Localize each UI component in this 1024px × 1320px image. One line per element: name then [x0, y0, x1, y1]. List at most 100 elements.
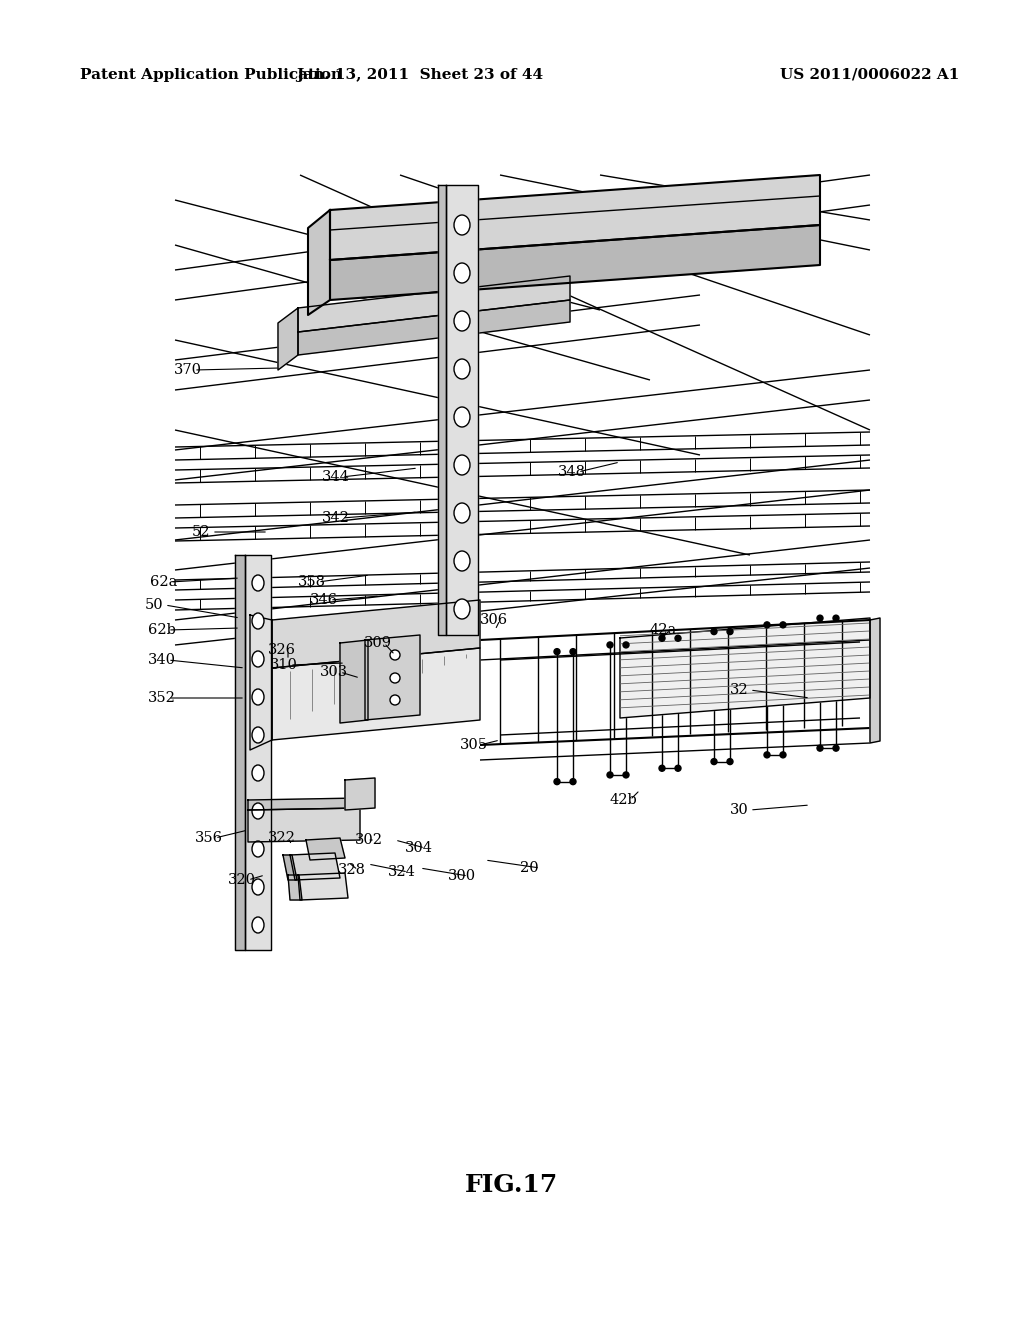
Polygon shape: [438, 185, 446, 635]
Text: 304: 304: [406, 841, 433, 855]
Circle shape: [607, 772, 613, 777]
Text: 20: 20: [520, 861, 539, 875]
Ellipse shape: [252, 576, 264, 591]
Ellipse shape: [454, 503, 470, 523]
Polygon shape: [298, 300, 570, 355]
Text: 62a: 62a: [150, 576, 177, 589]
Polygon shape: [283, 855, 297, 880]
Polygon shape: [365, 635, 420, 719]
Polygon shape: [308, 210, 330, 315]
Ellipse shape: [252, 766, 264, 781]
Text: Jan. 13, 2011  Sheet 23 of 44: Jan. 13, 2011 Sheet 23 of 44: [296, 69, 544, 82]
Polygon shape: [272, 601, 480, 668]
Text: 326: 326: [268, 643, 296, 657]
Text: 50: 50: [145, 598, 164, 612]
Polygon shape: [298, 873, 348, 900]
Text: 42b: 42b: [610, 793, 638, 807]
Text: 306: 306: [480, 612, 508, 627]
Text: 328: 328: [338, 863, 366, 876]
Polygon shape: [272, 648, 480, 741]
Circle shape: [711, 759, 717, 764]
Circle shape: [780, 622, 786, 628]
Text: Patent Application Publication: Patent Application Publication: [80, 69, 342, 82]
Circle shape: [390, 673, 400, 682]
Text: 305: 305: [460, 738, 488, 752]
Ellipse shape: [252, 612, 264, 630]
Circle shape: [623, 772, 629, 777]
Ellipse shape: [454, 359, 470, 379]
Ellipse shape: [454, 599, 470, 619]
Circle shape: [764, 752, 770, 758]
Ellipse shape: [454, 407, 470, 426]
Circle shape: [659, 635, 665, 642]
Text: 302: 302: [355, 833, 383, 847]
Text: 300: 300: [449, 869, 476, 883]
Text: 42a: 42a: [650, 623, 677, 638]
Polygon shape: [870, 618, 880, 743]
Polygon shape: [620, 618, 870, 718]
Text: 322: 322: [268, 832, 296, 845]
Circle shape: [570, 779, 575, 784]
Polygon shape: [278, 308, 298, 370]
Ellipse shape: [454, 263, 470, 282]
Circle shape: [764, 622, 770, 628]
Text: 324: 324: [388, 865, 416, 879]
Circle shape: [833, 746, 839, 751]
Text: 303: 303: [319, 665, 348, 678]
Text: 352: 352: [148, 690, 176, 705]
Circle shape: [607, 642, 613, 648]
Circle shape: [570, 648, 575, 655]
Polygon shape: [340, 640, 368, 723]
Polygon shape: [245, 554, 271, 950]
Ellipse shape: [252, 651, 264, 667]
Text: 346: 346: [310, 593, 338, 607]
Text: 310: 310: [270, 657, 298, 672]
Circle shape: [817, 746, 823, 751]
Ellipse shape: [454, 312, 470, 331]
Text: 320: 320: [228, 873, 256, 887]
Circle shape: [659, 766, 665, 771]
Circle shape: [675, 635, 681, 642]
Text: 309: 309: [364, 636, 392, 649]
Text: 340: 340: [148, 653, 176, 667]
Ellipse shape: [252, 803, 264, 818]
Ellipse shape: [454, 215, 470, 235]
Text: 32: 32: [730, 682, 749, 697]
Polygon shape: [330, 176, 820, 260]
Circle shape: [817, 615, 823, 622]
Circle shape: [780, 752, 786, 758]
Circle shape: [390, 649, 400, 660]
Text: 62b: 62b: [148, 623, 176, 638]
Ellipse shape: [252, 917, 264, 933]
Polygon shape: [290, 853, 340, 880]
Circle shape: [623, 642, 629, 648]
Circle shape: [554, 648, 560, 655]
Polygon shape: [298, 276, 570, 333]
Ellipse shape: [252, 727, 264, 743]
Ellipse shape: [454, 455, 470, 475]
Circle shape: [675, 766, 681, 771]
Ellipse shape: [252, 689, 264, 705]
Polygon shape: [306, 838, 345, 861]
Circle shape: [390, 696, 400, 705]
Polygon shape: [288, 875, 302, 900]
Circle shape: [554, 779, 560, 784]
Circle shape: [833, 615, 839, 622]
Circle shape: [711, 628, 717, 635]
Ellipse shape: [252, 879, 264, 895]
Text: FIG.17: FIG.17: [465, 1173, 559, 1197]
Circle shape: [727, 759, 733, 764]
Text: 358: 358: [298, 576, 326, 589]
Polygon shape: [234, 554, 245, 950]
Text: 344: 344: [322, 470, 350, 484]
Text: 356: 356: [195, 832, 223, 845]
Text: 52: 52: [193, 525, 211, 539]
Polygon shape: [248, 799, 360, 810]
Circle shape: [727, 628, 733, 635]
Text: 30: 30: [730, 803, 749, 817]
Polygon shape: [248, 808, 360, 842]
Text: 348: 348: [558, 465, 586, 479]
Ellipse shape: [252, 841, 264, 857]
Text: 370: 370: [174, 363, 202, 378]
Polygon shape: [446, 185, 478, 635]
